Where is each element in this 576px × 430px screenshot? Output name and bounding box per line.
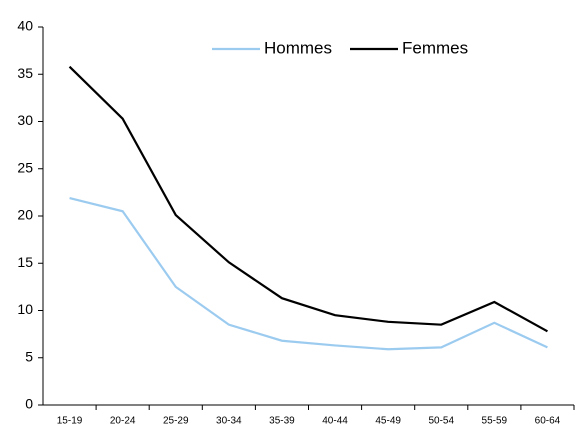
x-tick-label: 55-59: [482, 416, 508, 427]
y-tick-label: 25: [17, 159, 33, 175]
y-tick-label: 30: [17, 112, 33, 128]
x-tick-label: 30-34: [216, 416, 242, 427]
y-tick-label: 5: [25, 348, 33, 364]
y-tick-label: 40: [17, 18, 33, 34]
x-tick-label: 50-54: [428, 416, 454, 427]
y-tick-label: 0: [25, 396, 33, 412]
series-line: [68, 65, 548, 333]
legend-label: Hommes: [264, 38, 332, 57]
y-tick-label: 15: [17, 254, 33, 270]
y-tick-label: 35: [17, 65, 33, 81]
legend-label: Femmes: [402, 38, 468, 57]
x-tick-label: 40-44: [322, 416, 348, 427]
y-tick-label: 10: [17, 301, 33, 317]
x-tick-label: 60-64: [535, 416, 561, 427]
x-tick-label: 25-29: [163, 416, 189, 427]
x-tick-label: 35-39: [269, 416, 295, 427]
x-tick-label: 20-24: [110, 416, 136, 427]
series-line: [69, 196, 548, 351]
x-tick-label: 15-19: [57, 416, 83, 427]
x-tick-label: 45-49: [375, 416, 401, 427]
y-tick-label: 20: [17, 207, 33, 223]
